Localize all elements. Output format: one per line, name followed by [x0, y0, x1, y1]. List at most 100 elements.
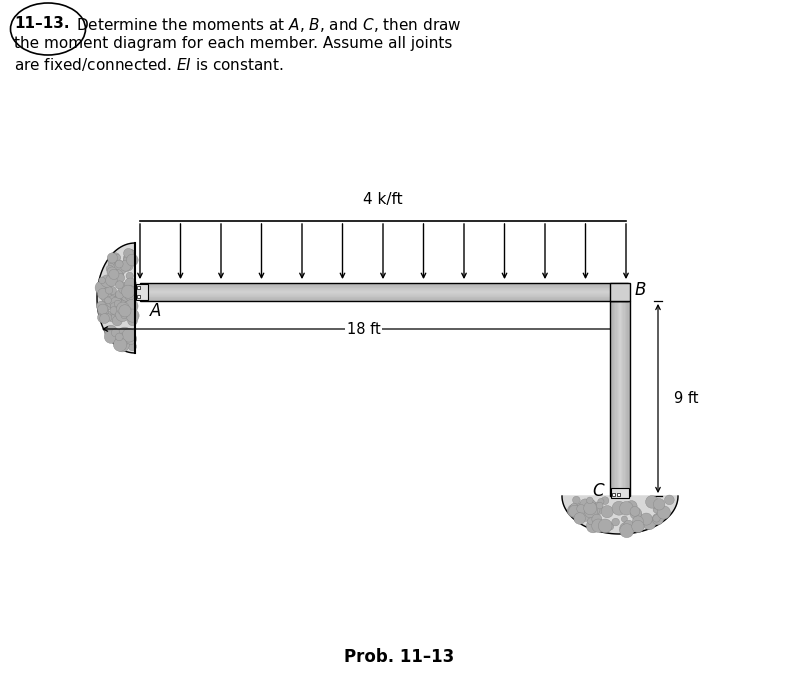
Circle shape — [124, 329, 132, 336]
Circle shape — [124, 248, 133, 258]
Circle shape — [116, 333, 129, 346]
Bar — [618, 301, 619, 496]
Circle shape — [126, 254, 138, 266]
Circle shape — [601, 506, 614, 518]
Circle shape — [119, 291, 128, 301]
Circle shape — [569, 505, 580, 517]
Circle shape — [653, 515, 660, 522]
Circle shape — [107, 252, 117, 263]
Bar — [140, 289, 628, 290]
Circle shape — [612, 502, 626, 515]
Bar — [140, 283, 628, 301]
Circle shape — [118, 312, 124, 319]
Circle shape — [601, 523, 607, 530]
Circle shape — [612, 518, 619, 526]
Bar — [140, 297, 628, 299]
Circle shape — [636, 522, 644, 530]
Circle shape — [588, 500, 595, 508]
Bar — [610, 301, 630, 496]
Circle shape — [117, 302, 129, 314]
Circle shape — [101, 275, 113, 288]
Circle shape — [105, 275, 117, 286]
Circle shape — [646, 495, 658, 508]
Circle shape — [120, 338, 129, 346]
Circle shape — [606, 523, 614, 530]
Bar — [612, 493, 615, 496]
Bar — [140, 285, 628, 286]
Circle shape — [107, 267, 117, 277]
Circle shape — [114, 300, 121, 307]
Bar — [140, 296, 628, 297]
Circle shape — [589, 513, 597, 520]
Circle shape — [105, 292, 117, 303]
Bar — [623, 301, 625, 496]
Circle shape — [591, 519, 605, 533]
Bar — [615, 301, 617, 496]
Bar — [140, 286, 628, 287]
Circle shape — [124, 300, 136, 311]
Circle shape — [127, 307, 133, 314]
Circle shape — [126, 272, 133, 279]
Text: 11–13.: 11–13. — [14, 16, 69, 31]
Text: the moment diagram for each member. Assume all joints: the moment diagram for each member. Assu… — [14, 36, 452, 51]
Bar — [140, 292, 628, 293]
Circle shape — [97, 312, 109, 323]
Circle shape — [110, 303, 118, 310]
Circle shape — [118, 327, 132, 341]
Bar — [625, 301, 626, 496]
Circle shape — [592, 514, 602, 524]
Bar — [617, 301, 618, 496]
Circle shape — [104, 314, 112, 321]
Bar — [140, 283, 628, 284]
Circle shape — [632, 510, 642, 519]
Circle shape — [110, 307, 117, 314]
Circle shape — [116, 308, 129, 321]
Circle shape — [653, 506, 660, 513]
Circle shape — [112, 308, 123, 319]
Circle shape — [587, 497, 593, 504]
Circle shape — [598, 519, 612, 533]
Circle shape — [113, 316, 122, 326]
Bar — [137, 286, 140, 289]
Bar — [611, 488, 629, 498]
Bar — [136, 284, 148, 300]
Bar — [629, 301, 630, 496]
Circle shape — [573, 496, 580, 504]
Circle shape — [98, 309, 105, 315]
Circle shape — [103, 286, 116, 300]
Circle shape — [580, 499, 591, 509]
Text: $A$: $A$ — [149, 302, 162, 320]
Circle shape — [128, 250, 134, 257]
Circle shape — [116, 281, 124, 289]
Bar — [614, 301, 615, 496]
Circle shape — [574, 513, 586, 524]
Circle shape — [126, 250, 136, 259]
Circle shape — [652, 513, 664, 525]
Circle shape — [113, 252, 120, 260]
Bar — [140, 293, 628, 294]
Circle shape — [126, 309, 139, 322]
Circle shape — [106, 296, 118, 308]
Text: 4 k/ft: 4 k/ft — [363, 192, 403, 207]
Circle shape — [109, 269, 119, 279]
Circle shape — [122, 328, 136, 342]
Circle shape — [577, 503, 584, 510]
Text: $C$: $C$ — [592, 482, 606, 500]
Circle shape — [128, 343, 136, 351]
Circle shape — [126, 259, 132, 265]
Circle shape — [622, 516, 627, 522]
Circle shape — [99, 277, 105, 283]
Circle shape — [114, 331, 123, 339]
Circle shape — [105, 287, 113, 294]
Bar — [140, 299, 628, 300]
Circle shape — [587, 519, 600, 533]
Circle shape — [116, 338, 129, 352]
Circle shape — [590, 502, 603, 515]
Circle shape — [105, 297, 112, 304]
Circle shape — [110, 269, 123, 282]
Bar — [140, 287, 628, 288]
Circle shape — [632, 520, 644, 533]
Text: Prob. 11–13: Prob. 11–13 — [344, 648, 454, 666]
Circle shape — [587, 517, 595, 525]
Circle shape — [123, 301, 132, 310]
